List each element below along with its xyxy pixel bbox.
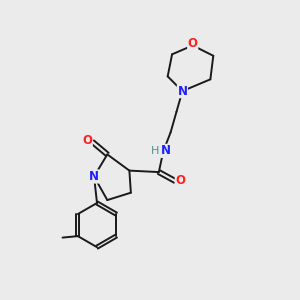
Text: O: O (175, 174, 185, 188)
Text: H: H (151, 146, 159, 156)
Text: N: N (89, 170, 99, 183)
Text: O: O (188, 38, 198, 50)
Text: N: N (161, 144, 171, 158)
Text: N: N (177, 85, 188, 98)
Text: O: O (82, 134, 92, 147)
